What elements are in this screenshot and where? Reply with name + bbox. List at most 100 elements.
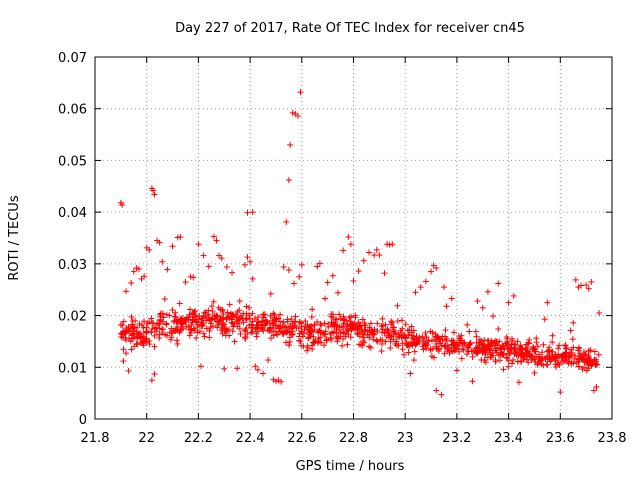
data-point: [270, 310, 277, 317]
data-point: [174, 323, 181, 330]
data-point: [146, 341, 153, 348]
data-point: [384, 326, 391, 333]
data-point: [513, 352, 520, 359]
data-point: [143, 329, 150, 336]
data-point: [570, 319, 577, 326]
data-point: [139, 322, 146, 329]
data-point: [479, 304, 486, 311]
data-point: [394, 318, 401, 325]
data-point: [276, 324, 283, 331]
data-point: [429, 329, 436, 336]
data-point: [156, 325, 163, 332]
data-point: [399, 346, 406, 353]
data-point: [153, 328, 160, 335]
data-point: [423, 345, 430, 352]
data-point: [148, 377, 155, 384]
data-point: [277, 311, 284, 318]
data-point: [583, 282, 590, 289]
data-point: [575, 347, 582, 354]
data-point: [466, 328, 473, 335]
data-point: [292, 313, 299, 320]
data-point: [141, 273, 148, 280]
data-point: [370, 336, 377, 343]
data-point: [281, 323, 288, 330]
data-point: [148, 329, 155, 336]
data-point: [120, 358, 127, 365]
x-tick-label: 23.2: [442, 431, 471, 446]
data-point: [355, 268, 362, 275]
data-point: [262, 322, 269, 329]
data-point: [208, 303, 215, 310]
data-point: [122, 334, 129, 341]
data-point: [190, 313, 197, 320]
data-point: [199, 315, 206, 322]
data-point: [376, 252, 383, 259]
data-point: [123, 350, 130, 357]
data-point: [497, 351, 504, 358]
data-point: [119, 201, 126, 208]
data-point: [284, 328, 291, 335]
data-point: [367, 344, 374, 351]
data-point: [298, 328, 305, 335]
data-point: [211, 312, 218, 319]
data-point: [125, 367, 132, 374]
data-point: [298, 342, 305, 349]
data-point: [525, 340, 532, 347]
data-point: [186, 311, 193, 318]
data-point: [328, 322, 335, 329]
data-point: [209, 323, 216, 330]
y-tick-label: 0.04: [58, 206, 87, 221]
data-point: [361, 320, 368, 327]
data-point: [537, 355, 544, 362]
data-point: [130, 268, 137, 275]
data-point: [374, 328, 381, 335]
data-point: [453, 367, 460, 374]
data-point: [406, 327, 413, 334]
data-point: [317, 339, 324, 346]
data-point: [133, 264, 140, 271]
data-point: [124, 327, 131, 334]
data-point: [577, 282, 584, 289]
data-point: [433, 387, 440, 394]
data-point: [571, 355, 578, 362]
y-tick-label: 0.06: [58, 103, 87, 118]
data-point: [135, 266, 142, 273]
data-point: [340, 247, 347, 254]
data-point: [366, 249, 373, 256]
data-point: [500, 366, 507, 373]
data-point: [260, 370, 267, 377]
data-point: [539, 349, 546, 356]
data-point: [555, 345, 562, 352]
data-point: [391, 329, 398, 336]
data-point: [485, 337, 492, 344]
data-point: [523, 349, 530, 356]
data-point: [224, 309, 231, 316]
data-point: [187, 273, 194, 280]
data-point: [252, 363, 259, 370]
data-point: [322, 295, 329, 302]
data-point: [129, 335, 136, 342]
data-point: [352, 312, 359, 319]
data-point: [226, 301, 233, 308]
data-point: [327, 330, 334, 337]
data-point: [296, 273, 303, 280]
data-point: [430, 354, 437, 361]
data-point: [297, 338, 304, 345]
data-point: [141, 318, 148, 325]
data-point: [270, 325, 277, 332]
data-point: [288, 325, 295, 332]
data-point: [378, 323, 385, 330]
data-point: [361, 331, 368, 338]
data-point: [249, 209, 256, 216]
data-point: [179, 325, 186, 332]
data-point: [267, 290, 274, 297]
data-point: [520, 354, 527, 361]
data-point: [193, 334, 200, 341]
data-point: [244, 254, 251, 261]
data-point: [399, 340, 406, 347]
data-point: [393, 338, 400, 345]
data-point: [505, 350, 512, 357]
data-point: [192, 307, 199, 314]
